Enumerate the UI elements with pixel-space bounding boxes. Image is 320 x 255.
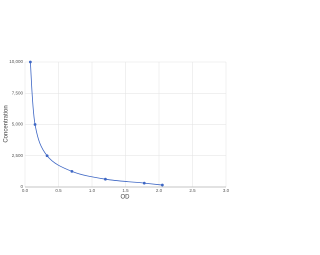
data-point bbox=[70, 169, 74, 173]
x-axis-title: OD bbox=[121, 195, 131, 201]
x-tick-label: 2.0 bbox=[156, 188, 163, 193]
fit-curve bbox=[29, 61, 163, 186]
y-tick-label: 2,500 bbox=[12, 153, 24, 158]
data-point bbox=[142, 181, 146, 185]
x-tick-label: 0.0 bbox=[22, 188, 29, 193]
x-tick-label: 2.5 bbox=[189, 188, 196, 193]
y-axis-title: Concentration bbox=[4, 105, 10, 142]
x-tick-label: 1.0 bbox=[89, 188, 96, 193]
data-point bbox=[104, 177, 107, 181]
data-point bbox=[160, 183, 164, 187]
data-point bbox=[28, 60, 32, 64]
y-tick-label: 5,000 bbox=[12, 122, 24, 127]
y-tick-label: 7,500 bbox=[12, 90, 24, 95]
y-tick-label: 10,000 bbox=[9, 59, 23, 64]
x-tick-label: 1.5 bbox=[122, 188, 129, 193]
y-tick-label: 0 bbox=[20, 184, 23, 189]
chart: OD Concentration 0 2,500 5,000 7,500 10,000 0… bbox=[4, 59, 230, 201]
x-tick-label: 0.5 bbox=[55, 188, 62, 193]
data-point bbox=[45, 154, 49, 158]
x-tick-label: 3.0 bbox=[223, 188, 230, 193]
data-point bbox=[33, 123, 37, 126]
